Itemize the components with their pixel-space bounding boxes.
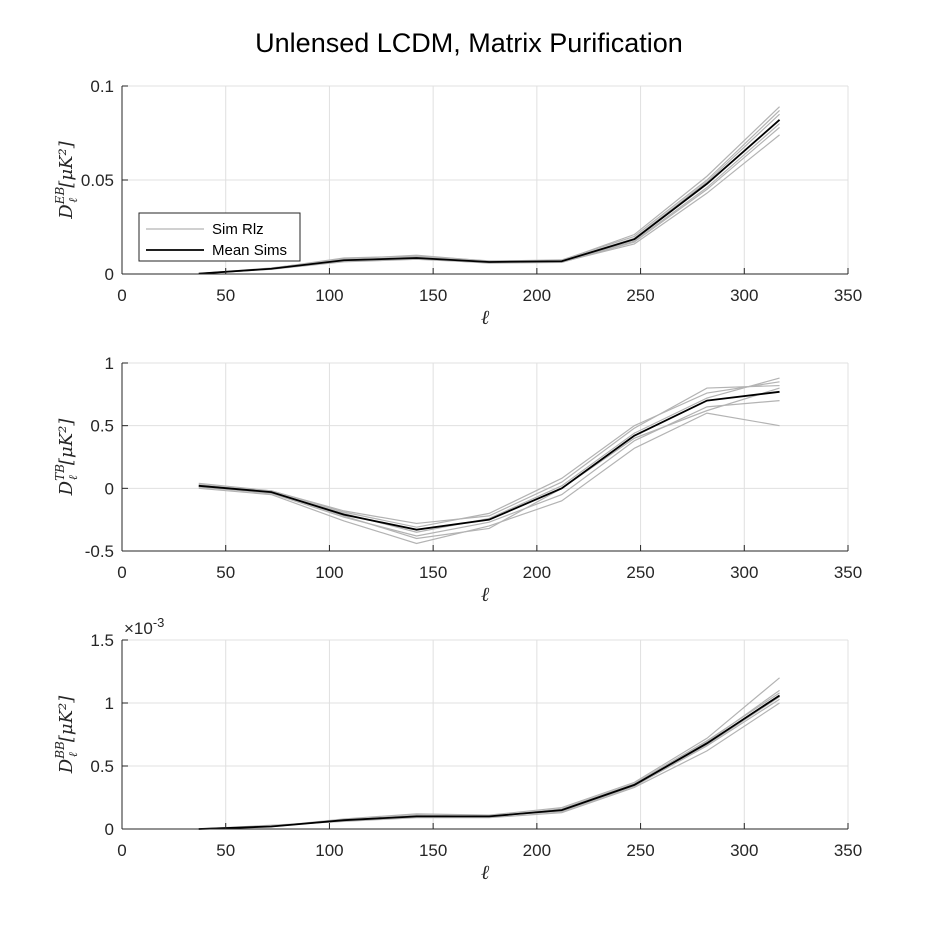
x-tick-label: 0 <box>117 563 126 582</box>
y-tick-label: 1.5 <box>90 631 114 650</box>
x-tick-label: 150 <box>419 563 447 582</box>
x-tick-label: 50 <box>216 841 235 860</box>
sim-realization-line <box>198 412 780 545</box>
x-tick-label: 250 <box>626 563 654 582</box>
x-tick-label: 0 <box>117 286 126 305</box>
y-tick-label: 0.1 <box>90 77 114 96</box>
x-tick-label: 250 <box>626 286 654 305</box>
x-tick-label: 200 <box>523 563 551 582</box>
legend-box <box>138 212 301 262</box>
x-tick-label: 250 <box>626 841 654 860</box>
y-tick-label: 0 <box>105 820 114 839</box>
x-tick-label: 350 <box>834 286 862 305</box>
sim-realization-line <box>198 377 780 533</box>
mean-sims-line <box>198 694 781 830</box>
y-tick-label: 0 <box>105 479 114 498</box>
x-tick-label: 200 <box>523 841 551 860</box>
y-tick-label: 0.5 <box>90 757 114 776</box>
mean-sims-line <box>198 390 780 531</box>
y-tick-label: 1 <box>105 354 114 373</box>
y-axis-label: DBBℓ[μK²] <box>53 695 80 774</box>
x-tick-label: 100 <box>315 563 343 582</box>
sim-realization-line <box>198 400 780 537</box>
x-tick-label: 150 <box>419 841 447 860</box>
y-tick-label: -0.5 <box>85 542 114 561</box>
sim-realization-line <box>198 696 780 830</box>
y-tick-label: 0.5 <box>90 417 114 436</box>
panels: 0 50 100 150 200 250 300 35000.050.1ℓDEBℓ[μK²]S… <box>53 77 862 884</box>
x-tick-label: 100 <box>315 841 343 860</box>
legend-label-sim-rlz: Sim Rlz <box>212 221 264 238</box>
panel-1: 0 50 100 150 200 250 300 350 0 0.05 0.1 ℓ DEBℓ[μK²] S… <box>53 77 862 329</box>
y-axis-label: DTBℓ[μK²] <box>53 418 80 497</box>
x-tick-label: 350 <box>834 841 862 860</box>
x-axis-label: ℓ <box>481 582 490 606</box>
y-exponent-label: ×10-3 <box>124 615 164 638</box>
sim-realization-line <box>198 384 780 525</box>
sim-realization-line <box>198 698 780 830</box>
x-axis-label: ℓ <box>481 860 490 884</box>
x-tick-label: 200 <box>523 286 551 305</box>
x-tick-label: 50 <box>216 286 235 305</box>
legend: Sim Rlz Mean Sims <box>138 212 301 262</box>
x-tick-label: 150 <box>419 286 447 305</box>
x-tick-label: 50 <box>216 563 235 582</box>
y-axis-label: DEBℓ[μK²] <box>53 140 80 219</box>
x-tick-label: 100 <box>315 286 343 305</box>
x-tick-label: 300 <box>730 286 758 305</box>
sim-realization-line <box>198 692 780 830</box>
sim-realization-line <box>198 381 780 528</box>
legend-label-mean-sims: Mean Sims <box>212 242 287 259</box>
y-tick-label: 0.05 <box>81 171 114 190</box>
x-tick-label: 0 <box>117 841 126 860</box>
sim-realization-line <box>198 689 780 830</box>
chart-title: Unlensed LCDM, Matrix Purification <box>255 28 683 58</box>
x-tick-label: 300 <box>730 841 758 860</box>
y-tick-label: 1 <box>105 694 114 713</box>
panel-3: 0 50 100 150 200 250 300 350 0 0.5 1 1.5 ℓ DBBℓ[μK²] ×… <box>53 615 862 884</box>
x-tick-label: 300 <box>730 563 758 582</box>
y-tick-label: 0 <box>105 265 114 284</box>
mean-sims-line <box>198 119 781 275</box>
x-axis-label: ℓ <box>481 305 490 329</box>
x-tick-label: 350 <box>834 563 862 582</box>
